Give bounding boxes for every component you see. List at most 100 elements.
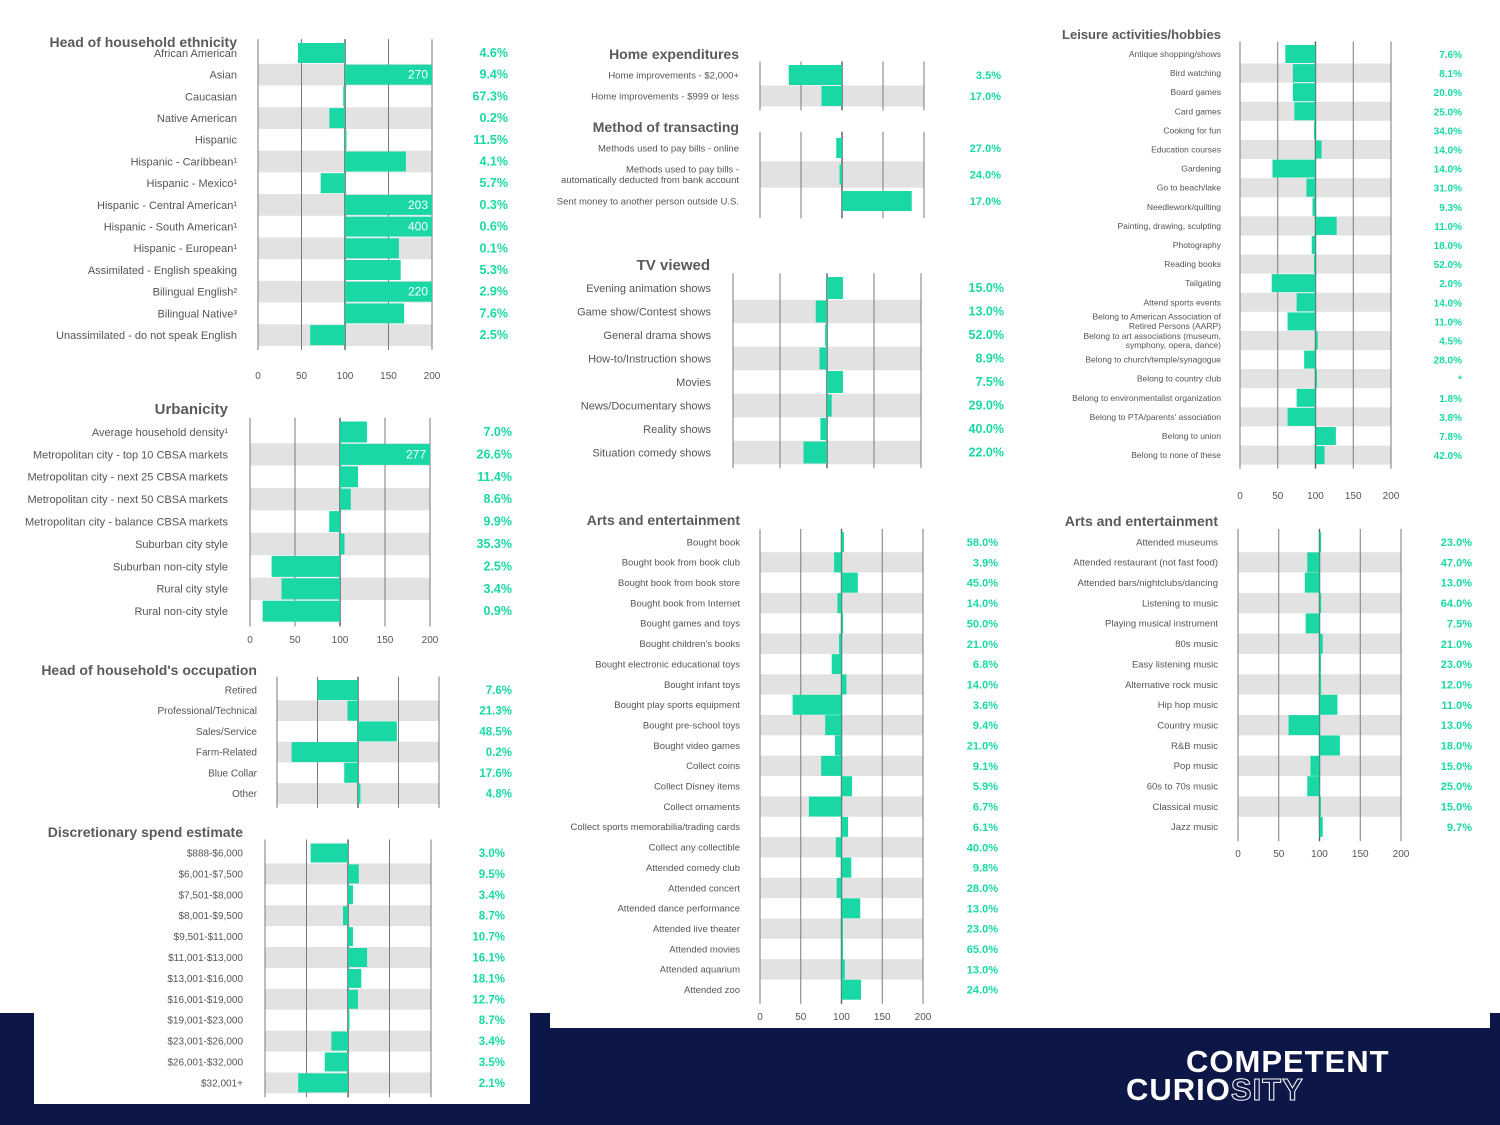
percent-label: 3.5% <box>479 1057 505 1069</box>
tick-label: 100 <box>1311 849 1328 860</box>
percent-label: 18.0% <box>1434 241 1462 252</box>
bar <box>1319 593 1322 614</box>
percent-label: 29.0% <box>969 399 1004 413</box>
bar <box>834 552 842 573</box>
category-label: Hispanic - South American¹ <box>104 221 238 233</box>
bar <box>1304 350 1316 369</box>
bar <box>345 151 406 172</box>
category-label: Attended restaurant (not fast food) <box>1073 558 1218 569</box>
percent-label: 3.9% <box>973 557 998 569</box>
category-label: Game show/Contest shows <box>577 306 711 318</box>
bar <box>1319 654 1321 675</box>
percent-label: 2.1% <box>479 1078 505 1090</box>
percent-label: 52.0% <box>1434 260 1462 271</box>
category-label: Attended concert <box>668 883 740 894</box>
bar <box>340 488 351 510</box>
percent-label: 11.4% <box>477 470 512 484</box>
bar <box>340 443 430 465</box>
category-label: Other <box>232 789 258 800</box>
tick-label: 150 <box>1352 849 1369 860</box>
bar <box>310 843 348 863</box>
percent-label: 11.5% <box>473 133 508 147</box>
category-label: Bought games and toys <box>640 619 740 630</box>
chart-title: Home expenditures <box>609 46 739 62</box>
bar <box>788 65 842 85</box>
percent-label: 9.4% <box>973 720 998 732</box>
percent-label: 7.5% <box>976 375 1005 389</box>
bar <box>271 555 340 577</box>
category-label: Professional/Technical <box>158 706 258 717</box>
category-label: Methods used to pay bills - online <box>598 143 739 154</box>
percent-label: 15.0% <box>1441 761 1472 773</box>
category-label: Metropolitan city - next 50 CBSA markets <box>27 494 228 506</box>
tick-label: 0 <box>1237 491 1243 502</box>
bar <box>1288 715 1320 736</box>
percent-label: 0.1% <box>480 241 509 255</box>
category-label: News/Documentary shows <box>581 400 712 412</box>
tick-label: 50 <box>289 635 301 646</box>
category-label: Metropolitan city - balance CBSA markets <box>25 516 228 528</box>
percent-label: 14.0% <box>1434 146 1462 157</box>
bar <box>340 466 358 488</box>
tick-label: 100 <box>833 1012 850 1023</box>
percent-label: 58.0% <box>967 537 998 549</box>
percent-label: 11.0% <box>1434 222 1462 233</box>
category-label: Attended museums <box>1136 537 1218 548</box>
bar <box>841 918 843 939</box>
percent-label: 8.6% <box>484 492 513 506</box>
bar-value-label: 203 <box>408 198 428 212</box>
bar <box>841 939 843 959</box>
category-label: Metropolitan city - top 10 CBSA markets <box>33 449 229 461</box>
percent-label: 16.1% <box>472 953 505 965</box>
bar <box>841 776 853 797</box>
percent-label: 4.8% <box>486 789 512 801</box>
tick-label: 200 <box>1393 849 1410 860</box>
tick-label: 0 <box>255 371 261 382</box>
category-label: Playing musical instrument <box>1105 619 1218 630</box>
category-label: Hispanic - Mexico¹ <box>147 178 238 190</box>
tick-label: 100 <box>332 635 349 646</box>
category-label: Evening animation shows <box>586 283 711 295</box>
category-label: Bought pre-school toys <box>643 720 740 731</box>
percent-label: 12.0% <box>1441 679 1472 691</box>
percent-label: 6.8% <box>973 659 998 671</box>
category-label: Hispanic <box>195 135 238 147</box>
bar <box>1271 274 1316 293</box>
bar <box>343 906 348 926</box>
percent-label: 4.5% <box>1439 337 1462 348</box>
category-label: Gardening <box>1181 164 1221 174</box>
bar <box>345 216 432 237</box>
bar <box>324 1052 348 1072</box>
bar <box>344 762 358 783</box>
bar <box>348 948 368 967</box>
bar <box>1294 102 1316 121</box>
bar <box>821 86 842 106</box>
bar <box>298 1073 348 1093</box>
percent-label: 3.4% <box>484 582 513 596</box>
category-label: R&B music <box>1171 741 1218 752</box>
category-label: Average household density¹ <box>92 427 229 439</box>
category-label: Belong to American Association of Retired… <box>1092 312 1221 331</box>
percent-label: 28.0% <box>967 883 998 895</box>
bar <box>1292 83 1316 102</box>
bar-value-label: 277 <box>406 447 426 461</box>
bar <box>1315 369 1317 388</box>
percent-label: 14.0% <box>967 598 998 610</box>
bar <box>348 927 353 947</box>
bar <box>827 371 843 393</box>
percent-label: 23.0% <box>967 924 998 936</box>
category-label: 60s to 70s music <box>1147 782 1219 793</box>
tick-label: 150 <box>874 1012 891 1023</box>
category-label: $19,001-$23,000 <box>167 1016 243 1027</box>
tick-label: 50 <box>1272 491 1284 502</box>
category-label: Caucasian <box>185 91 237 103</box>
percent-label: 8.1% <box>1439 69 1462 80</box>
bar <box>836 138 842 158</box>
percent-label: 2.9% <box>480 285 509 299</box>
category-label: Easy listening music <box>1132 659 1218 670</box>
category-label: Card games <box>1175 106 1221 116</box>
percent-label: 7.0% <box>484 425 513 439</box>
percent-label: 5.9% <box>973 781 998 793</box>
percent-label: 40.0% <box>969 422 1004 436</box>
